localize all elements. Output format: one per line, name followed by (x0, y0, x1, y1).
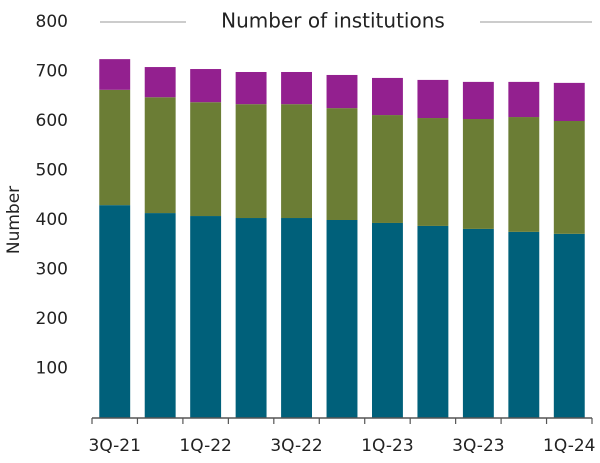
x-tick-label: 3Q-23 (452, 436, 504, 456)
bar-segment (462, 119, 494, 229)
y-tick-label: 200 (36, 309, 68, 329)
bar-segment (326, 74, 358, 109)
y-tick-label: 400 (36, 210, 68, 230)
y-tick-label: 500 (36, 161, 68, 181)
y-tick-label: 600 (36, 111, 68, 131)
bar-segment (235, 104, 267, 219)
x-tick-label: 3Q-21 (89, 436, 141, 456)
bar-segment (144, 67, 176, 98)
bar-segment (553, 82, 585, 121)
bar-segment (553, 121, 585, 234)
y-tick-label: 100 (36, 359, 68, 379)
x-tick-label: 1Q-22 (179, 436, 231, 456)
bar-segment (372, 115, 403, 223)
bar-segment (99, 89, 131, 206)
y-tick-label: 700 (36, 62, 68, 82)
bar-segment (144, 97, 176, 214)
bar-segment (281, 218, 312, 418)
bar-segment (417, 79, 449, 119)
bar-segment (553, 233, 585, 418)
bar-segment (462, 81, 494, 120)
bar-segment (326, 220, 358, 418)
bar-segment (417, 118, 449, 226)
x-tick-label: 1Q-24 (543, 436, 595, 456)
bar-segment (144, 213, 176, 418)
bar-segment (281, 71, 312, 105)
y-tick-label: 800 (36, 12, 68, 32)
bar-segment (462, 228, 494, 418)
bar-segment (372, 77, 403, 116)
bar-segment (372, 222, 403, 418)
bar-segment (190, 69, 222, 103)
y-tick-label: 300 (36, 260, 68, 280)
bar-segment (417, 225, 449, 418)
x-tick-label: 1Q-23 (361, 436, 413, 456)
bar-segment (235, 218, 267, 418)
bar-segment (508, 117, 540, 232)
bar-segment (99, 205, 131, 418)
y-axis-label: Number (4, 186, 24, 254)
bar-segment (99, 59, 131, 90)
bar-segment (190, 216, 222, 418)
bar-segment (508, 231, 540, 418)
chart-title: Number of institutions (221, 9, 445, 33)
bar-segment (326, 108, 358, 220)
bar-segment (508, 81, 540, 118)
bar-segment (235, 71, 267, 105)
x-tick-label: 3Q-22 (270, 436, 322, 456)
bar-segment (281, 104, 312, 219)
bar-segment (190, 102, 222, 217)
